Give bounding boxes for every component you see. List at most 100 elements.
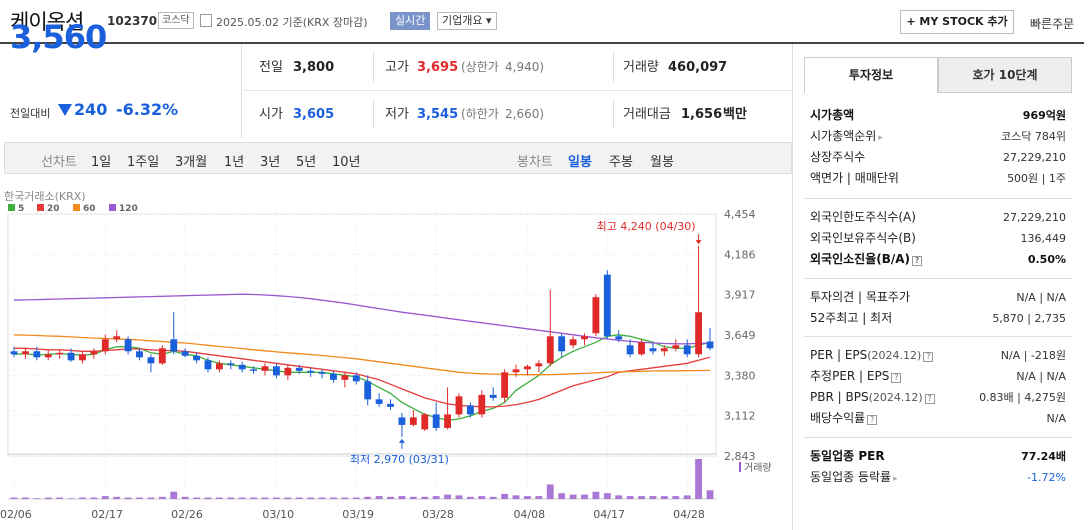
stock-name: 케이옥션 (10, 10, 84, 34)
help-icon[interactable]: ? (891, 373, 902, 383)
info-row: 동일업종 등락률 ▸ -1.72% (810, 467, 1066, 488)
info-divider (804, 198, 1072, 199)
info-row-label-text: 배당수익률 (810, 411, 866, 425)
period-3m[interactable]: 3개월 (175, 155, 208, 170)
volume-bar (204, 497, 212, 499)
volume-bar (307, 497, 315, 499)
info-tabs: 투자정보 호가 10단계 (804, 57, 1072, 93)
info-row-label-text: 외국인보유주식수(B) (810, 231, 916, 245)
volume-bar (158, 496, 166, 499)
realtime-button[interactable]: 실시간 (390, 12, 431, 30)
candle-body (330, 373, 337, 380)
x-tick-label: 02/06 (0, 508, 32, 521)
chart-source-label: 한국거래소(KRX) (4, 190, 86, 203)
info-row-label: 추정PER | EPS? (810, 366, 902, 387)
ma-legend-swatch (73, 204, 80, 211)
volume-bar (524, 496, 531, 499)
period-1y[interactable]: 1년 (224, 155, 245, 170)
candle-monthly[interactable]: 월봉 (650, 155, 674, 170)
add-mystock-button[interactable]: + MY STOCK 추가 (900, 10, 1014, 34)
chevron-right-icon[interactable]: ▸ (878, 133, 883, 143)
info-row-label-text: 시가총액순위 (810, 129, 877, 143)
volume-value: 460,097 (668, 60, 728, 75)
max-price-annotation: 최고 4,240 (04/30) (597, 220, 696, 233)
candle-body (444, 414, 451, 428)
info-row-label: 외국인한도주식수(A) (810, 207, 916, 228)
info-row-value: N/A (1046, 412, 1066, 425)
volume-bar (330, 497, 337, 499)
candle-body (660, 348, 668, 352)
candle-body (215, 363, 223, 370)
stat-divider (613, 52, 614, 82)
volume-bar (341, 497, 349, 499)
x-tick-label: 02/26 (171, 508, 203, 521)
tab-invest-info[interactable]: 투자정보 (804, 57, 938, 93)
volume-bar (512, 495, 520, 499)
period-1w[interactable]: 1주일 (127, 155, 160, 170)
volume-bar (546, 484, 554, 499)
chart-svg[interactable]: 한국거래소(KRX)5 20 60 120 4,454 4,186 3,917 3,649 3,… (0, 186, 792, 530)
stock-code: 102370 (107, 14, 158, 28)
price-chart[interactable]: 한국거래소(KRX) 5 20 60 120 4,454 4,186 3,917 3,649 3,… (0, 186, 792, 530)
period-1d[interactable]: 1일 (91, 155, 112, 170)
info-row-label: 외국인보유주식수(B) (810, 228, 916, 249)
stat-divider (373, 99, 374, 129)
volume-bar (193, 497, 200, 499)
calendar-icon (200, 14, 212, 27)
high-value: 3,695 (417, 60, 459, 75)
candle-body (307, 370, 315, 373)
volume-bar (284, 497, 292, 499)
info-row-value: 500원 | 1주 (1007, 172, 1066, 185)
candle-body (261, 366, 269, 371)
help-icon[interactable]: ? (924, 394, 935, 404)
info-divider (804, 278, 1072, 279)
ma-line-ma20 (14, 347, 711, 408)
period-10y[interactable]: 10년 (332, 155, 361, 170)
y-tick-label: 2,843 (724, 450, 756, 463)
volume-bar (90, 497, 98, 499)
info-row-label-date: (2024.12) (867, 349, 922, 362)
candle-daily[interactable]: 일봉 (568, 155, 592, 170)
y-tick-label: 3,380 (724, 369, 756, 382)
help-icon[interactable]: ? (867, 415, 878, 425)
period-3y[interactable]: 3년 (260, 155, 281, 170)
info-row: 외국인한도주식수(A) 27,229,210 (810, 207, 1066, 228)
candle-weekly[interactable]: 주봉 (609, 155, 633, 170)
help-icon[interactable]: ? (923, 352, 934, 362)
info-row-value: N/A | -218원 (1000, 349, 1066, 362)
info-row-label-date: (2024.12) (868, 391, 923, 404)
min-price-annotation: 최저 2,970 (03/31) (350, 453, 449, 466)
volume-bar (558, 493, 566, 499)
company-info-dropdown[interactable]: 기업개요 ▾ (437, 12, 497, 30)
candle-body (147, 357, 155, 364)
info-row: PBR | BPS(2024.12)? 0.83배 | 4,275원 (810, 387, 1066, 408)
candle-body (524, 366, 531, 370)
candle-body (478, 394, 486, 415)
candle-body (273, 366, 280, 376)
info-row: PER | EPS(2024.12)? N/A | -218원 (810, 345, 1066, 366)
tab-orderbook[interactable]: 호가 10단계 (938, 57, 1072, 93)
info-row-label: 투자의견 | 목표주가 (810, 287, 910, 308)
volume-bar (387, 496, 394, 499)
min-arrow-head (398, 438, 405, 443)
info-row: 시가총액순위 ▸ 코스닥 784위 (810, 126, 1066, 147)
candle-body (558, 336, 566, 352)
volume-bar (615, 495, 623, 499)
info-row-label-text: PER | EPS (810, 348, 868, 362)
chevron-right-icon[interactable]: ▸ (893, 474, 898, 484)
info-row-label-text: 외국인소진율(B/A) (810, 252, 911, 266)
info-row-value: 0.83배 | 4,275원 (979, 391, 1066, 404)
candle-body (489, 394, 497, 398)
stat-divider (613, 99, 614, 129)
candle-body (113, 336, 121, 340)
candle-body (421, 414, 429, 430)
y-tick-label: 3,112 (724, 410, 756, 423)
period-5y[interactable]: 5년 (296, 155, 317, 170)
info-row-label: 액면가 | 매매단위 (810, 168, 899, 189)
help-icon[interactable]: ? (912, 256, 923, 266)
info-row-value: 27,229,210 (1003, 151, 1066, 164)
quick-order-link[interactable]: 빠른주문 (1030, 17, 1075, 31)
candle-body (432, 414, 440, 428)
period-bar: 선차트 1일 1주일 3개월 1년 3년 5년 10년 봉차트 일봉 주봉 월봉 (4, 142, 792, 174)
info-row: 52주최고 | 최저 5,870 | 2,735 (810, 308, 1066, 329)
